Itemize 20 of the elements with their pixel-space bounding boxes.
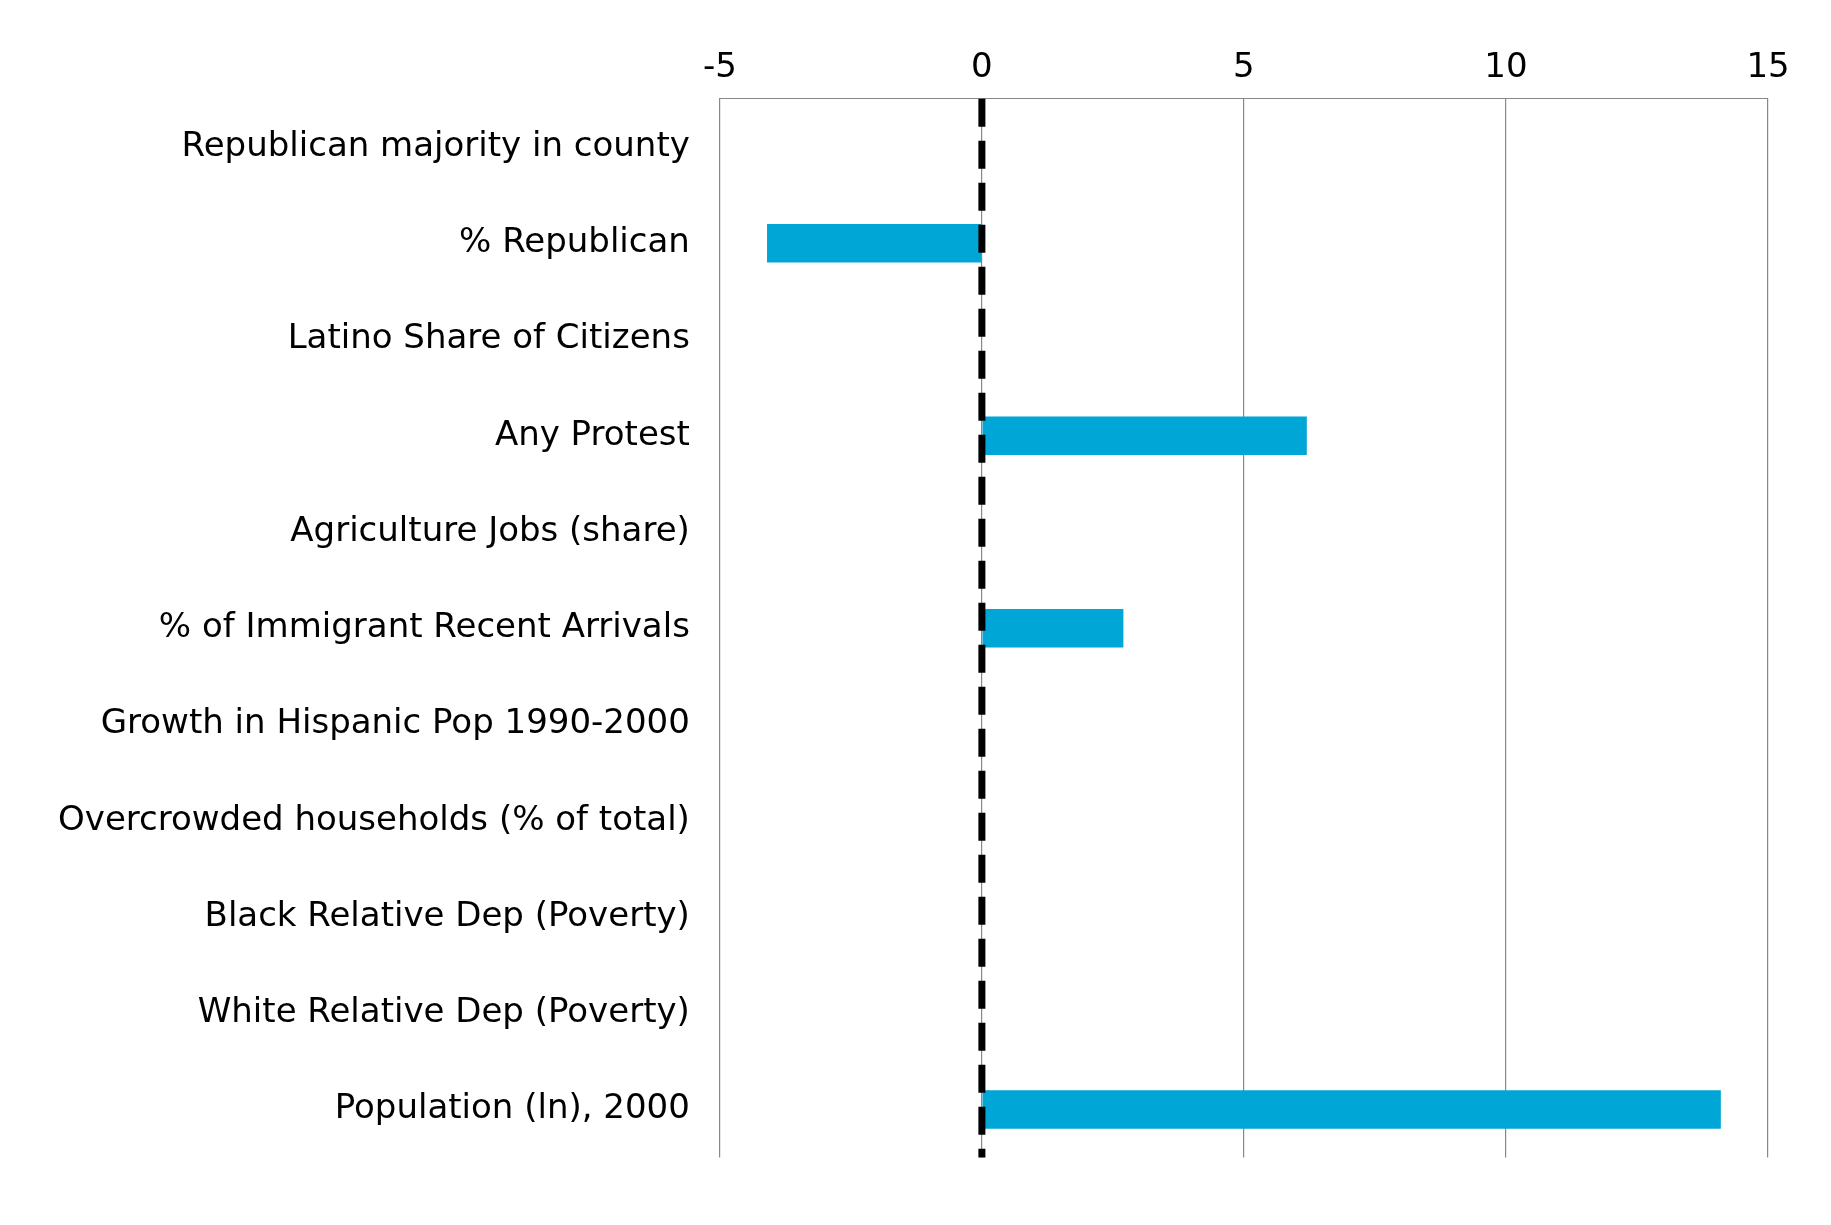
bar (982, 416, 1307, 455)
x-tick-label: 15 (1746, 45, 1790, 86)
y-tick-label: % Republican (459, 220, 690, 261)
x-tick-label: 5 (1233, 45, 1255, 86)
y-tick-label: Republican majority in county (181, 123, 690, 164)
x-tick-label: 10 (1484, 45, 1528, 86)
bar (982, 608, 1124, 648)
y-tick-label: Population (ln), 2000 (334, 1086, 690, 1127)
y-tick-label: Any Protest (494, 412, 690, 453)
y-tick-label: Agriculture Jobs (share) (290, 508, 690, 549)
bar (767, 223, 982, 263)
y-tick-label: Latino Share of Citizens (287, 316, 690, 357)
y-tick-label: % of Immigrant Recent Arrivals (158, 605, 690, 646)
y-tick-label: Black Relative Dep (Poverty) (204, 893, 690, 934)
y-tick-label: White Relative Dep (Poverty) (197, 990, 690, 1031)
y-tick-label: Overcrowded households (% of total) (58, 797, 690, 838)
x-tick-label: -5 (702, 45, 737, 86)
y-tick-label: Growth in Hispanic Pop 1990-2000 (100, 701, 690, 742)
x-tick-label: 0 (971, 45, 993, 86)
bar (982, 1090, 1721, 1129)
